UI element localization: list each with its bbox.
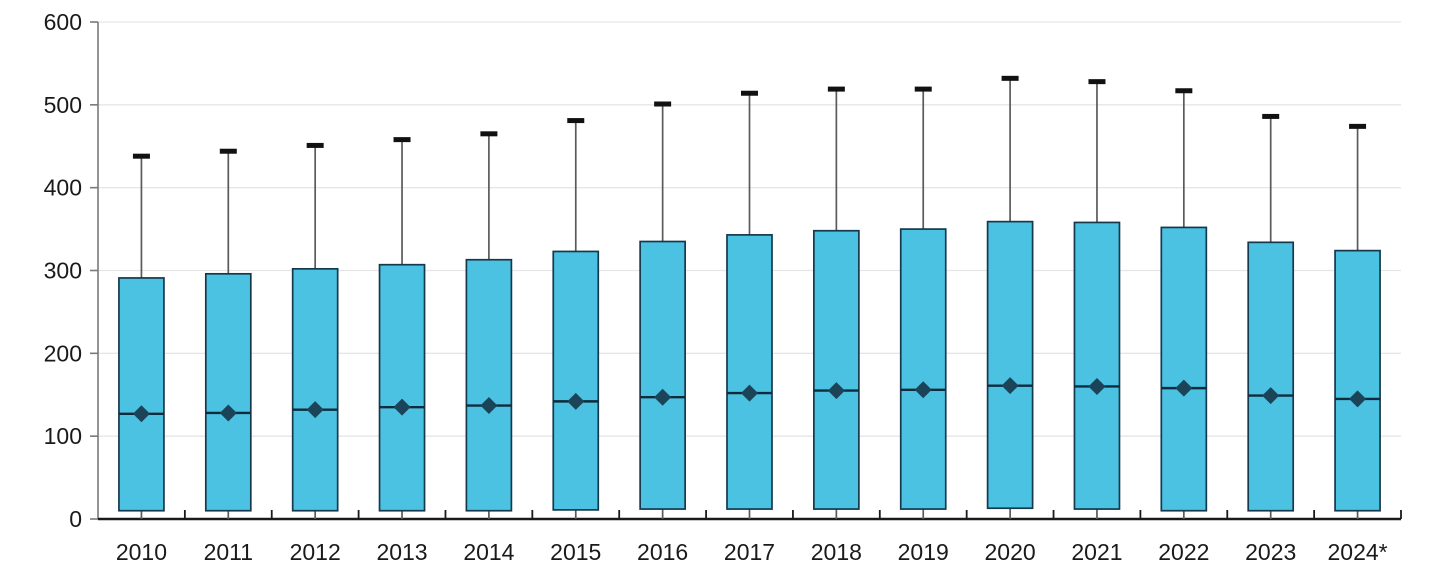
y-tick-label-0: 0 xyxy=(69,506,82,532)
box xyxy=(1160,226,1208,512)
whisker-cap xyxy=(1349,123,1367,129)
median-diamond xyxy=(480,397,498,415)
x-axis-label-2010: 2010 xyxy=(116,539,167,565)
box xyxy=(986,220,1034,510)
median-diamond xyxy=(1001,377,1019,395)
x-axis-label-2021: 2021 xyxy=(1071,539,1122,565)
median-diamond xyxy=(1088,377,1106,395)
x-axis-label-2019: 2019 xyxy=(898,539,949,565)
boxplot-group-2012 xyxy=(291,142,339,519)
whisker-cap xyxy=(827,86,845,92)
boxplot-group-2021 xyxy=(1073,79,1121,519)
box xyxy=(726,234,773,510)
median-diamond xyxy=(827,382,845,400)
boxplot-group-2011 xyxy=(204,148,252,519)
x-axis-label-2018: 2018 xyxy=(811,539,862,565)
median-diamond xyxy=(914,381,932,399)
boxplot-group-2013 xyxy=(378,137,426,519)
whisker-cap xyxy=(741,90,758,96)
whisker-cap xyxy=(393,137,411,143)
x-axis-label-2020: 2020 xyxy=(985,539,1036,565)
x-axis-label-2017: 2017 xyxy=(724,539,775,565)
y-tick-label-300: 300 xyxy=(44,258,82,284)
box xyxy=(1247,241,1295,512)
median-diamond xyxy=(393,398,411,416)
box xyxy=(639,240,686,510)
median-diamond xyxy=(219,404,237,422)
whisker-cap xyxy=(132,153,150,159)
box xyxy=(552,250,600,511)
median-diamond xyxy=(306,401,324,419)
whisker-cap xyxy=(306,142,324,148)
box xyxy=(118,277,165,512)
boxplot-group-2016 xyxy=(639,101,686,519)
box xyxy=(899,228,947,510)
boxplot-group-2023 xyxy=(1247,113,1295,519)
boxplot-group-2017 xyxy=(726,90,773,519)
whisker-cap xyxy=(1175,88,1193,94)
y-tick-label-100: 100 xyxy=(44,423,82,449)
whisker-cap xyxy=(914,86,932,92)
median-diamond xyxy=(741,384,758,402)
box xyxy=(1334,249,1381,512)
boxplot-group-2020 xyxy=(986,75,1034,519)
median-diamond xyxy=(1262,387,1280,405)
boxplot-group-2019 xyxy=(899,86,947,519)
x-axis-label-2022: 2022 xyxy=(1158,539,1209,565)
x-axis-label-2013: 2013 xyxy=(376,539,427,565)
whisker-cap xyxy=(1262,113,1280,119)
median-diamond xyxy=(132,405,150,423)
box xyxy=(204,272,252,512)
box xyxy=(291,267,339,512)
boxplot-group-2015 xyxy=(552,118,600,519)
box xyxy=(378,263,426,512)
whisker-cap xyxy=(567,118,585,124)
y-tick-label-500: 500 xyxy=(44,92,82,118)
y-tick-label-400: 400 xyxy=(44,175,82,201)
median-diamond xyxy=(1175,379,1193,397)
median-diamond xyxy=(567,392,585,410)
x-axis-label-2014: 2014 xyxy=(463,539,514,565)
boxplot-group-2018 xyxy=(813,86,860,519)
y-tick-label-200: 200 xyxy=(44,340,82,366)
boxplot-group-2010 xyxy=(118,153,165,519)
box xyxy=(813,229,860,510)
whisker-cap xyxy=(219,148,237,154)
box xyxy=(1073,221,1121,510)
x-axis-label-2011: 2011 xyxy=(204,539,253,565)
whisker-cap xyxy=(654,101,672,107)
whisker-cap xyxy=(1001,75,1019,81)
boxplot-group-2022 xyxy=(1160,88,1208,519)
median-diamond xyxy=(1349,390,1367,408)
box xyxy=(465,258,513,512)
x-axis-label-2015: 2015 xyxy=(550,539,601,565)
x-axis-label-2012: 2012 xyxy=(290,539,341,565)
median-diamond xyxy=(654,388,672,406)
x-axis-label-2023: 2023 xyxy=(1245,539,1296,565)
y-tick-label-600: 600 xyxy=(44,9,82,35)
whisker-cap xyxy=(480,131,498,137)
boxplot-group-2024* xyxy=(1334,123,1381,519)
whisker-cap xyxy=(1088,79,1106,85)
boxplot-group-2014 xyxy=(465,131,513,519)
x-axis-label-2016: 2016 xyxy=(637,539,688,565)
x-axis-label-2024*: 2024* xyxy=(1328,539,1388,565)
